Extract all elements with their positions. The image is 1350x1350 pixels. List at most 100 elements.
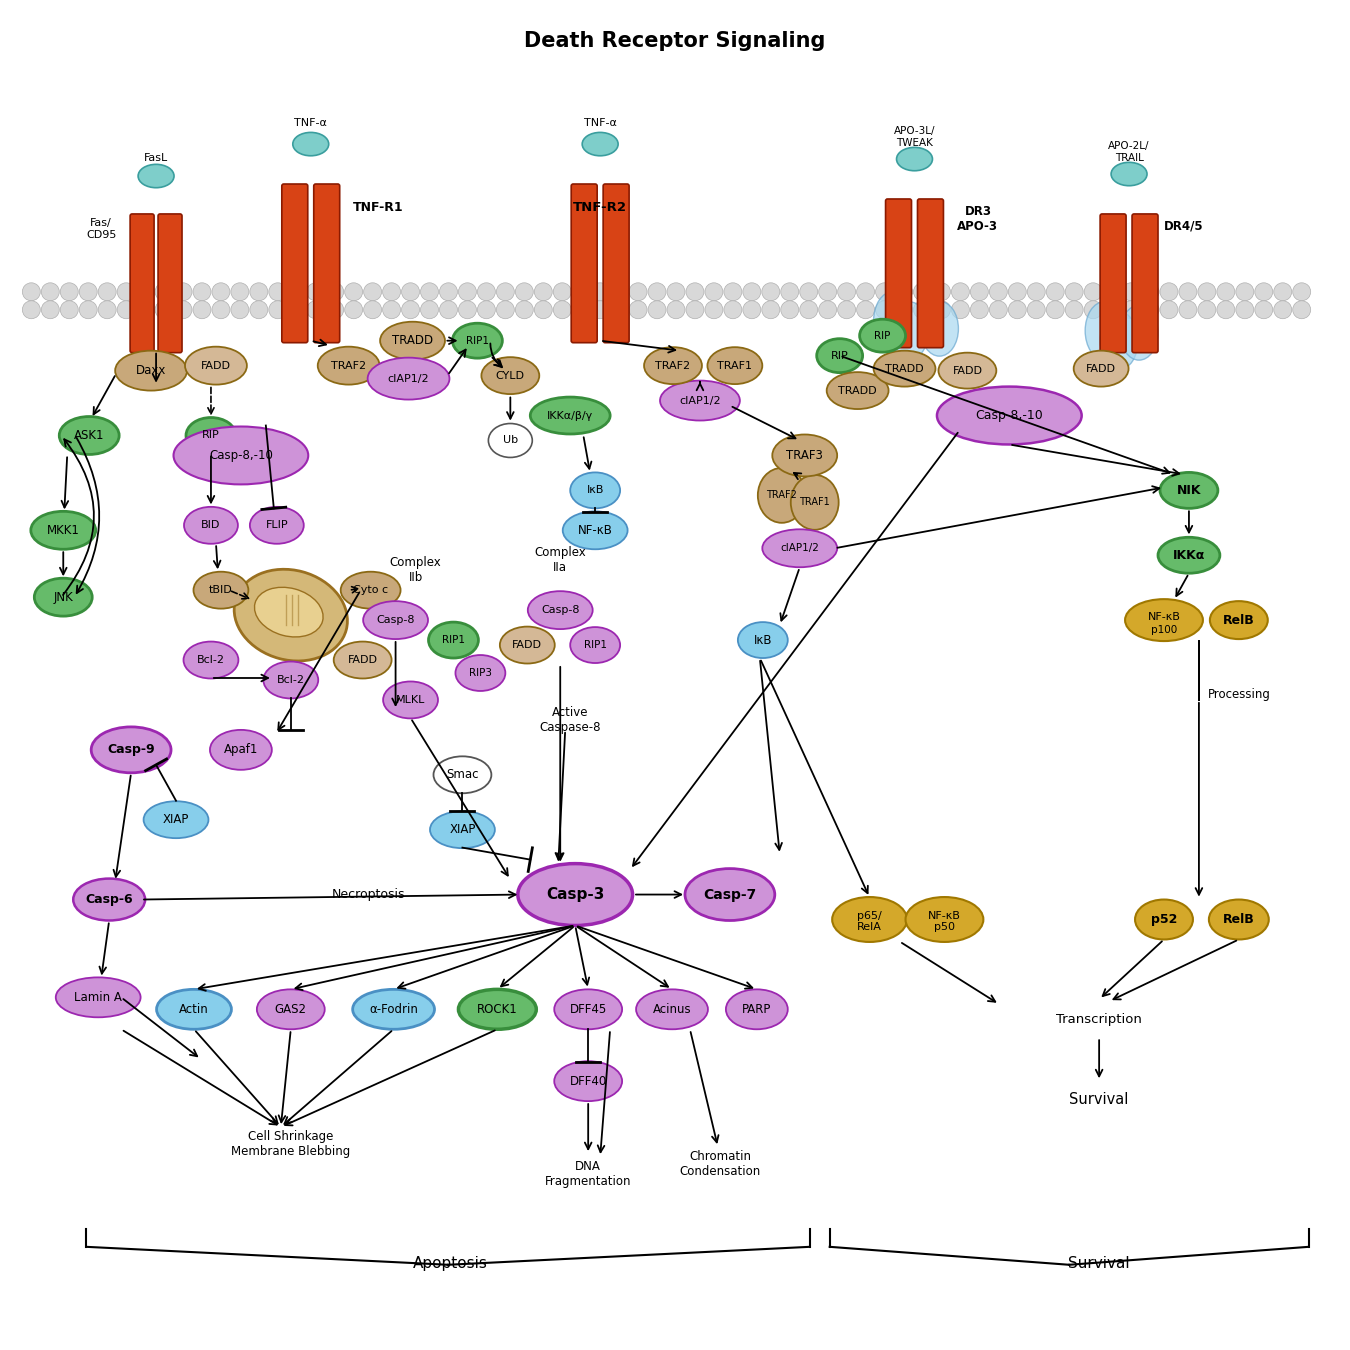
FancyBboxPatch shape (1100, 213, 1126, 352)
Circle shape (1027, 282, 1045, 301)
Ellipse shape (906, 896, 983, 942)
Ellipse shape (115, 351, 188, 390)
Circle shape (382, 282, 401, 301)
Text: RIP1: RIP1 (441, 634, 464, 645)
Circle shape (288, 282, 305, 301)
Text: Chromatin
Condensation: Chromatin Condensation (679, 1150, 760, 1179)
Ellipse shape (452, 323, 502, 358)
Ellipse shape (184, 641, 239, 679)
Text: TRAF1: TRAF1 (799, 497, 830, 508)
Ellipse shape (317, 347, 379, 385)
Text: p65/: p65/ (857, 910, 882, 921)
Text: TNF-R1: TNF-R1 (352, 201, 404, 215)
Ellipse shape (352, 990, 435, 1029)
Ellipse shape (684, 868, 775, 921)
Circle shape (1197, 282, 1216, 301)
Text: Death Receptor Signaling: Death Receptor Signaling (524, 31, 826, 51)
Ellipse shape (1111, 162, 1148, 186)
Circle shape (857, 301, 875, 319)
Ellipse shape (31, 512, 96, 549)
Ellipse shape (138, 165, 174, 188)
Circle shape (1065, 282, 1083, 301)
Text: tBID: tBID (209, 585, 232, 595)
Text: FasL: FasL (144, 153, 169, 163)
Ellipse shape (1160, 472, 1218, 509)
Ellipse shape (482, 358, 539, 394)
Text: Casp-8,-10: Casp-8,-10 (209, 450, 273, 462)
Ellipse shape (263, 662, 319, 698)
Ellipse shape (34, 578, 92, 616)
Circle shape (1141, 282, 1160, 301)
Circle shape (306, 301, 325, 319)
Ellipse shape (873, 351, 936, 386)
Text: PARP: PARP (743, 1003, 771, 1015)
Circle shape (933, 282, 950, 301)
Ellipse shape (817, 339, 863, 373)
Circle shape (497, 282, 514, 301)
Text: Casp-8,-10: Casp-8,-10 (976, 409, 1044, 423)
Text: Fas/
CD95: Fas/ CD95 (86, 219, 116, 240)
Text: APO-3L/
TWEAK: APO-3L/ TWEAK (894, 127, 936, 148)
Circle shape (1008, 282, 1026, 301)
Circle shape (497, 301, 514, 319)
Text: RelB: RelB (1223, 913, 1254, 926)
Text: cIAP1/2: cIAP1/2 (780, 543, 819, 554)
Ellipse shape (738, 622, 788, 657)
Ellipse shape (518, 864, 633, 926)
Ellipse shape (570, 472, 620, 509)
Ellipse shape (186, 417, 236, 454)
Circle shape (1046, 301, 1064, 319)
Text: RIP: RIP (875, 331, 891, 340)
Ellipse shape (431, 811, 495, 848)
Ellipse shape (763, 529, 837, 567)
Text: BID: BID (201, 520, 220, 531)
Ellipse shape (772, 435, 837, 477)
Circle shape (799, 301, 818, 319)
Circle shape (743, 282, 761, 301)
Circle shape (1046, 282, 1064, 301)
Circle shape (440, 282, 458, 301)
Text: Complex
IIa: Complex IIa (535, 547, 586, 574)
Circle shape (1216, 282, 1235, 301)
Text: JNK: JNK (54, 591, 73, 603)
Circle shape (459, 301, 477, 319)
Ellipse shape (1100, 312, 1138, 370)
Text: Casp-6: Casp-6 (85, 894, 134, 906)
Text: FADD: FADD (348, 655, 378, 666)
Circle shape (174, 282, 192, 301)
Circle shape (117, 301, 135, 319)
Circle shape (1274, 301, 1292, 319)
Circle shape (780, 282, 799, 301)
Ellipse shape (644, 347, 702, 385)
Text: Lamin A: Lamin A (74, 991, 122, 1004)
Circle shape (516, 301, 533, 319)
Ellipse shape (555, 1061, 622, 1102)
Circle shape (535, 301, 552, 319)
Ellipse shape (59, 417, 119, 455)
Text: Bcl-2: Bcl-2 (277, 675, 305, 684)
Circle shape (231, 282, 248, 301)
Circle shape (250, 301, 267, 319)
Ellipse shape (73, 879, 144, 921)
Ellipse shape (433, 756, 491, 794)
FancyBboxPatch shape (918, 198, 944, 348)
Text: Cyto c: Cyto c (354, 585, 389, 595)
Circle shape (572, 282, 590, 301)
Circle shape (80, 301, 97, 319)
Text: XIAP: XIAP (163, 813, 189, 826)
Circle shape (554, 301, 571, 319)
Circle shape (1235, 301, 1254, 319)
Text: ROCK1: ROCK1 (477, 1003, 518, 1015)
Text: NF-κB: NF-κB (578, 524, 613, 537)
Text: MLKL: MLKL (396, 695, 425, 705)
Text: Smac: Smac (447, 768, 479, 782)
Text: DR4/5: DR4/5 (1164, 220, 1204, 232)
Ellipse shape (636, 990, 707, 1029)
Ellipse shape (157, 990, 231, 1029)
Ellipse shape (570, 628, 620, 663)
Circle shape (1008, 301, 1026, 319)
Ellipse shape (563, 512, 628, 549)
Text: GAS2: GAS2 (275, 1003, 306, 1015)
Ellipse shape (489, 424, 532, 458)
Text: FADD: FADD (512, 640, 543, 651)
